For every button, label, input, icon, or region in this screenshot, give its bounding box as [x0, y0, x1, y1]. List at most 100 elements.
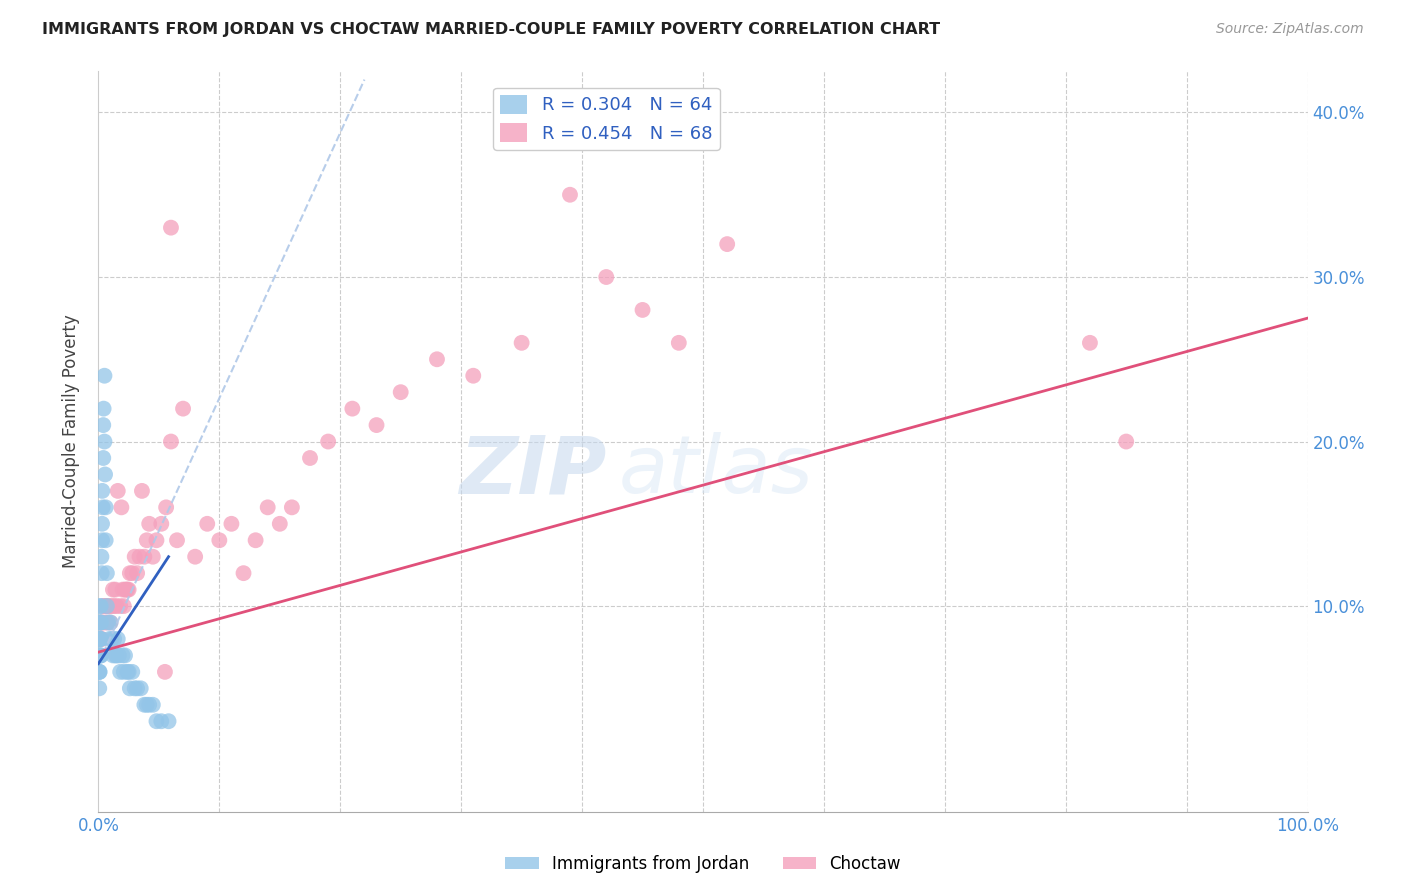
- Point: [107, 632, 129, 646]
- Point: [142, 549, 165, 564]
- Point: [89, 632, 111, 646]
- Point: [97, 615, 120, 630]
- Point: [111, 582, 134, 597]
- Point: [134, 698, 156, 712]
- Point: [90, 615, 112, 630]
- Point: [91, 483, 114, 498]
- Point: [89, 665, 111, 679]
- Point: [128, 549, 150, 564]
- Text: IMMIGRANTS FROM JORDAN VS CHOCTAW MARRIED-COUPLE FAMILY POVERTY CORRELATION CHAR: IMMIGRANTS FROM JORDAN VS CHOCTAW MARRIE…: [42, 22, 941, 37]
- Point: [96, 615, 118, 630]
- Legend: Immigrants from Jordan, Choctaw: Immigrants from Jordan, Choctaw: [499, 848, 907, 880]
- Point: [100, 615, 122, 630]
- Point: [118, 681, 141, 696]
- Point: [232, 566, 254, 581]
- Point: [105, 648, 128, 663]
- Point: [87, 665, 110, 679]
- Point: [208, 533, 231, 548]
- Point: [89, 648, 111, 663]
- Point: [93, 615, 115, 630]
- Point: [104, 582, 127, 597]
- Point: [135, 698, 157, 712]
- Point: [631, 302, 654, 317]
- Point: [127, 566, 149, 581]
- Point: [91, 533, 114, 548]
- Point: [127, 681, 149, 696]
- Point: [366, 418, 388, 433]
- Point: [131, 483, 153, 498]
- Point: [342, 401, 364, 416]
- Point: [110, 500, 132, 515]
- Point: [89, 665, 111, 679]
- Point: [89, 615, 111, 630]
- Point: [93, 401, 115, 416]
- Point: [121, 665, 143, 679]
- Point: [108, 665, 131, 679]
- Point: [129, 681, 152, 696]
- Point: [117, 582, 139, 597]
- Point: [98, 632, 121, 646]
- Point: [91, 599, 114, 613]
- Point: [160, 220, 183, 235]
- Point: [91, 418, 114, 433]
- Point: [124, 549, 146, 564]
- Point: [118, 566, 141, 581]
- Text: atlas: atlas: [619, 432, 813, 510]
- Point: [90, 599, 112, 613]
- Point: [426, 352, 449, 367]
- Point: [269, 516, 291, 531]
- Point: [89, 632, 111, 646]
- Point: [463, 368, 485, 383]
- Point: [316, 434, 339, 449]
- Point: [105, 599, 128, 613]
- Point: [89, 632, 111, 646]
- Point: [150, 516, 173, 531]
- Point: [510, 335, 533, 350]
- Point: [153, 665, 176, 679]
- Point: [166, 533, 188, 548]
- Point: [101, 648, 124, 663]
- Point: [91, 450, 114, 465]
- Point: [114, 582, 136, 597]
- Point: [89, 632, 111, 646]
- Point: [111, 648, 134, 663]
- Point: [89, 615, 111, 630]
- Point: [195, 516, 218, 531]
- Y-axis label: Married-Couple Family Poverty: Married-Couple Family Poverty: [62, 315, 80, 568]
- Point: [138, 516, 160, 531]
- Point: [221, 516, 243, 531]
- Point: [115, 582, 138, 597]
- Point: [138, 698, 160, 712]
- Point: [91, 632, 114, 646]
- Point: [145, 714, 167, 729]
- Point: [90, 566, 112, 581]
- Point: [97, 599, 120, 613]
- Point: [101, 582, 124, 597]
- Point: [1115, 434, 1137, 449]
- Point: [90, 648, 112, 663]
- Point: [91, 500, 114, 515]
- Point: [90, 648, 112, 663]
- Point: [93, 434, 115, 449]
- Point: [94, 467, 117, 482]
- Point: [112, 599, 135, 613]
- Point: [256, 500, 278, 515]
- Point: [118, 582, 141, 597]
- Point: [90, 615, 112, 630]
- Text: ZIP: ZIP: [458, 432, 606, 510]
- Point: [716, 237, 738, 252]
- Point: [100, 615, 122, 630]
- Point: [118, 665, 141, 679]
- Point: [114, 648, 136, 663]
- Point: [89, 615, 111, 630]
- Point: [91, 516, 114, 531]
- Point: [184, 549, 207, 564]
- Point: [100, 632, 122, 646]
- Point: [245, 533, 267, 548]
- Point: [145, 533, 167, 548]
- Point: [98, 599, 121, 613]
- Legend: R = 0.304   N = 64, R = 0.454   N = 68: R = 0.304 N = 64, R = 0.454 N = 68: [494, 87, 720, 150]
- Point: [142, 698, 165, 712]
- Point: [121, 566, 143, 581]
- Point: [668, 335, 690, 350]
